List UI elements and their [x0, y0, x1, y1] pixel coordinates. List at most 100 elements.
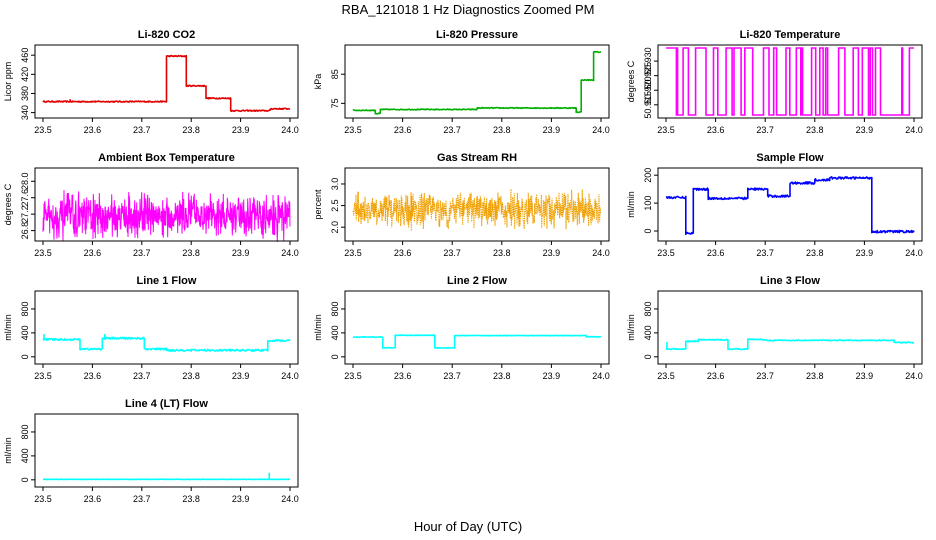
line-line3 [665, 338, 915, 351]
xtick-label-line4-2: 23.7 [133, 494, 151, 504]
xtick-label-line2-5: 24.0 [592, 371, 610, 381]
xtick-label-box_temp-5: 24.0 [281, 248, 299, 258]
xtick-label-co2-4: 23.9 [232, 125, 250, 135]
ytick-label-line4-2: 800 [20, 424, 30, 439]
frame-pressure [344, 44, 610, 119]
panel-sample_flow: Sample Flow 23.5 23.6 23.7 23.8 23.9 24.0 0 100 2… [626, 152, 923, 258]
xtick-label-licor_temp-4: 23.9 [856, 125, 874, 135]
xtick-label-pressure-0: 23.5 [344, 125, 362, 135]
xtick-label-rh-1: 23.6 [394, 248, 412, 258]
line-co2 [42, 54, 291, 112]
series-line1 [42, 334, 291, 352]
panel-title-co2: Li-820 CO2 [138, 29, 195, 41]
series-rh [352, 188, 602, 231]
xtick-label-line4-1: 23.6 [84, 494, 102, 504]
panel-title-line1: Line 1 Flow [137, 275, 197, 287]
xtick-label-rh-2: 23.7 [443, 248, 461, 258]
ytick-label-box_temp-0: 26.8 [20, 222, 30, 240]
figure-title: RBA_121018 1 Hz Diagnostics Zoomed PM [342, 2, 595, 17]
panel-title-box_temp: Ambient Box Temperature [98, 152, 235, 164]
panel-box_temp: Ambient Box Temperature 23.5 23.6 23.7 23.8 2… [3, 152, 299, 258]
xtick-label-licor_temp-3: 23.8 [806, 125, 824, 135]
ytick-label-line1-0: 0 [20, 354, 30, 359]
ylabel-pressure: kPa [313, 74, 323, 90]
ylabel-sample_flow: ml/min [626, 191, 636, 218]
frame-rh [344, 167, 610, 242]
series-line3 [665, 338, 915, 351]
xtick-label-line3-4: 23.9 [856, 371, 874, 381]
xtick-label-box_temp-3: 23.8 [182, 248, 200, 258]
xtick-label-line1-1: 23.6 [84, 371, 102, 381]
xtick-label-line1-2: 23.7 [133, 371, 151, 381]
frame-box_temp [34, 167, 299, 242]
xtick-label-sample_flow-2: 23.7 [756, 248, 774, 258]
frame-line1 [34, 290, 299, 365]
ytick-label-co2-3: 460 [20, 48, 30, 63]
xtick-label-line4-5: 24.0 [281, 494, 299, 504]
frame-licor_temp [657, 44, 923, 119]
ytick-label-line3-0: 0 [643, 354, 653, 359]
xtick-label-line2-0: 23.5 [344, 371, 362, 381]
xtick-label-co2-3: 23.8 [182, 125, 200, 135]
line-sample_flow [665, 176, 915, 236]
frame-line3 [657, 290, 923, 365]
ytick-label-rh-1: 2.5 [330, 199, 340, 212]
ytick-label-co2-1: 380 [20, 86, 30, 101]
xtick-label-line4-0: 23.5 [34, 494, 52, 504]
line-rh [352, 188, 602, 231]
xtick-label-sample_flow-0: 23.5 [657, 248, 675, 258]
xtick-label-co2-2: 23.7 [133, 125, 151, 135]
ytick-label-sample_flow-2: 200 [643, 168, 653, 183]
xtick-label-sample_flow-3: 23.8 [806, 248, 824, 258]
panel-title-licor_temp: Li-820 Temperature [740, 29, 841, 41]
panel-line2: Line 2 Flow 23.5 23.6 23.7 23.8 23.9 24.0 0 400 8… [313, 275, 610, 381]
panel-line1: Line 1 Flow 23.5 23.6 23.7 23.8 23.9 24.0 0 400 8… [3, 275, 299, 381]
xtick-label-line4-4: 23.9 [232, 494, 250, 504]
series-line4 [42, 472, 291, 481]
ytick-label-pressure-0: 75 [330, 98, 340, 108]
panel-line4: Line 4 (LT) Flow 23.5 23.6 23.7 23.8 23.9 24.0… [3, 398, 299, 504]
panel-title-pressure: Li-820 Pressure [436, 29, 518, 41]
panel-pressure: Li-820 Pressure 23.5 23.6 23.7 23.8 23.9 24.0 7… [313, 29, 610, 135]
ytick-label-licor_temp-1: 50.920 [643, 76, 653, 104]
xtick-label-line1-4: 23.9 [232, 371, 250, 381]
ytick-label-rh-0: 2.0 [330, 221, 340, 234]
panel-rh: Gas Stream RH 23.5 23.6 23.7 23.8 23.9 24.0 2.0… [313, 152, 610, 258]
line-line2 [352, 334, 602, 349]
xtick-label-line1-0: 23.5 [34, 371, 52, 381]
ylabel-co2: Licor ppm [3, 62, 13, 102]
ylabel-line2: ml/min [313, 314, 323, 341]
xtick-label-sample_flow-1: 23.6 [707, 248, 725, 258]
ylabel-box_temp: degrees C [3, 183, 13, 225]
xtick-label-licor_temp-0: 23.5 [657, 125, 675, 135]
xtick-label-line3-3: 23.8 [806, 371, 824, 381]
ytick-label-sample_flow-1: 100 [643, 196, 653, 211]
xtick-label-line3-0: 23.5 [657, 371, 675, 381]
xtick-label-pressure-2: 23.7 [443, 125, 461, 135]
frame-sample_flow [657, 167, 923, 242]
series-line2 [352, 334, 602, 349]
xtick-label-line1-5: 24.0 [281, 371, 299, 381]
panel-title-rh: Gas Stream RH [437, 152, 517, 164]
panel-line3: Line 3 Flow 23.5 23.6 23.7 23.8 23.9 24.0 0 400 8… [626, 275, 923, 381]
series-pressure [352, 50, 602, 115]
xtick-label-co2-5: 24.0 [281, 125, 299, 135]
ylabel-rh: percent [313, 189, 323, 220]
ytick-label-pressure-1: 85 [330, 69, 340, 79]
xtick-label-licor_temp-2: 23.7 [756, 125, 774, 135]
series-sample_flow [665, 176, 915, 236]
ylabel-line4: ml/min [3, 437, 13, 464]
ytick-label-licor_temp-0: 50.915 [643, 91, 653, 119]
line-pressure [352, 50, 602, 115]
ytick-label-licor_temp-2: 50.925 [643, 62, 653, 90]
frame-line2 [344, 290, 610, 365]
xtick-label-line2-2: 23.7 [443, 371, 461, 381]
xtick-label-sample_flow-5: 24.0 [905, 248, 923, 258]
ytick-label-co2-0: 340 [20, 105, 30, 120]
xtick-label-licor_temp-1: 23.6 [707, 125, 725, 135]
xtick-label-licor_temp-5: 24.0 [905, 125, 923, 135]
xtick-label-sample_flow-4: 23.9 [856, 248, 874, 258]
xtick-label-pressure-5: 24.0 [592, 125, 610, 135]
xtick-label-rh-5: 24.0 [592, 248, 610, 258]
